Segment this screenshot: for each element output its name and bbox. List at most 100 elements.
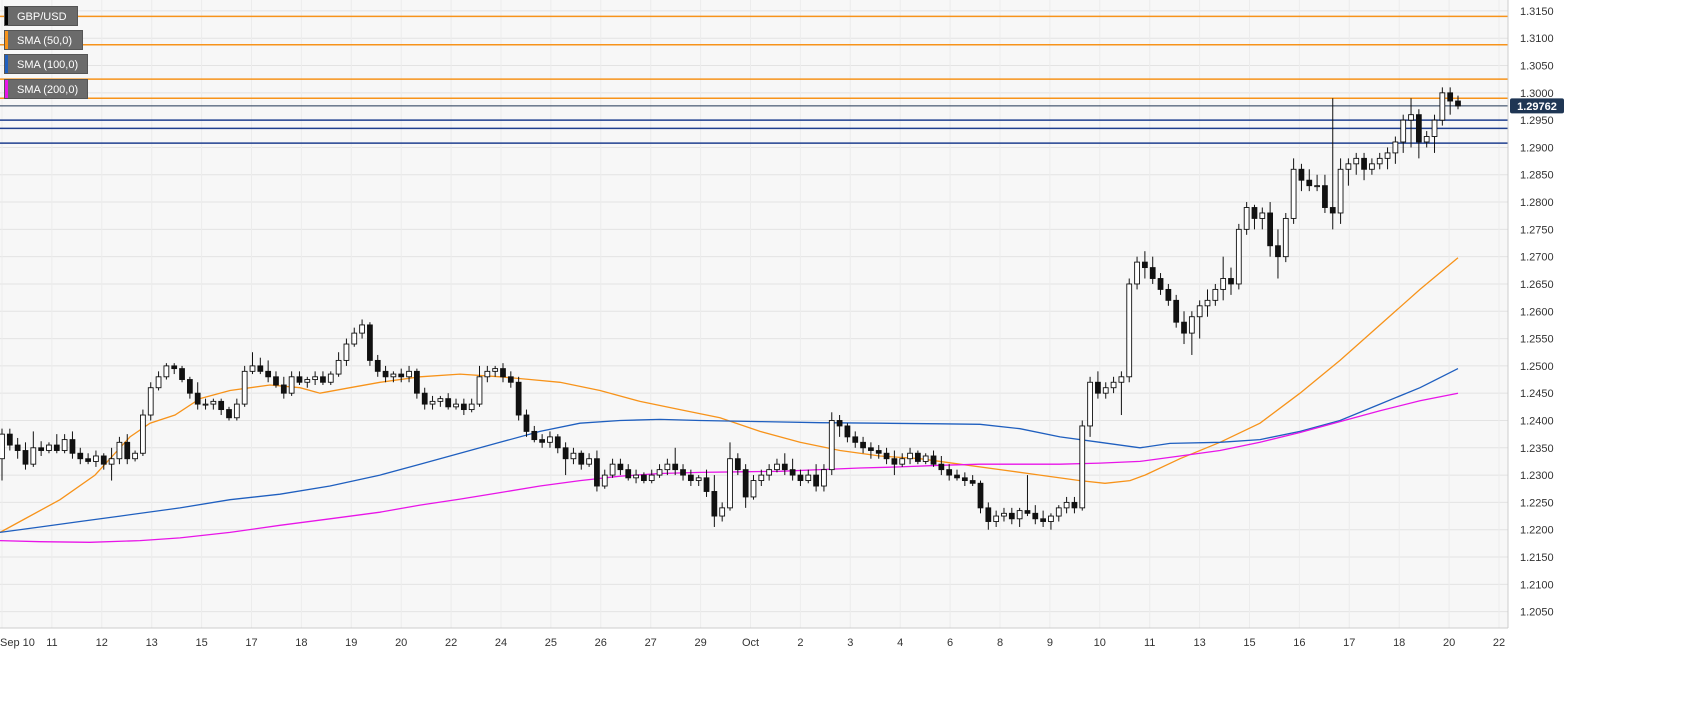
candle-body-142 <box>1110 381 1117 389</box>
candle-body-80 <box>625 469 632 479</box>
candle-body-12 <box>93 455 99 462</box>
candle-body-98 <box>766 469 773 476</box>
candle-body-137 <box>1071 501 1078 509</box>
candle-body-61 <box>476 376 483 405</box>
candle-body-99 <box>774 463 780 471</box>
candle-body-180 <box>1408 114 1414 121</box>
candle-body-143 <box>1118 376 1125 383</box>
candle-body-185 <box>1447 92 1454 102</box>
x-tick-label-11: 25 <box>545 637 557 649</box>
x-tick-label-24: 13 <box>1193 637 1205 649</box>
y-tick-label-16: 1.2850 <box>1520 170 1554 182</box>
candle-body-84 <box>656 469 663 476</box>
candle-body-31 <box>241 370 248 405</box>
x-tick-label-10: 24 <box>495 637 507 649</box>
x-tick-label-14: 29 <box>694 637 706 649</box>
candle-body-59 <box>460 403 467 411</box>
candle-body-93 <box>727 458 733 509</box>
candle-body-44 <box>343 343 350 361</box>
price-tag-background <box>1510 98 1564 114</box>
candle-body-127 <box>993 515 1000 522</box>
candle-body-88 <box>687 474 694 482</box>
legend-label-gbpusd: GBP/USD <box>17 11 67 23</box>
x-tick-label-29: 20 <box>1443 637 1455 649</box>
candle-body-114 <box>891 458 898 465</box>
candle-body-111 <box>868 447 874 451</box>
candle-body-166 <box>1298 168 1305 181</box>
candle-body-147 <box>1149 267 1156 279</box>
legend-sma200[interactable]: SMA (200,0) <box>4 79 88 99</box>
candle-body-10 <box>77 452 84 460</box>
candle-body-153 <box>1196 305 1203 318</box>
candle-body-186 <box>1455 100 1461 107</box>
legend-swatch-sma200 <box>5 80 8 98</box>
candle-body-152 <box>1188 316 1195 334</box>
candle-body-83 <box>648 474 655 482</box>
candle-body-41 <box>320 376 326 383</box>
x-tick-label-25: 15 <box>1243 637 1255 649</box>
candle-body-119 <box>930 455 937 465</box>
candle-body-70 <box>547 436 553 443</box>
candle-body-13 <box>100 455 107 465</box>
candle-body-5 <box>38 447 45 451</box>
candle-body-161 <box>1259 212 1266 219</box>
candle-body-106 <box>828 420 835 471</box>
candle-body-132 <box>1032 512 1039 520</box>
candle-body-90 <box>703 477 710 492</box>
candle-body-103 <box>805 474 812 482</box>
candle-body-33 <box>257 365 264 372</box>
candle-body-133 <box>1040 518 1046 522</box>
candle-body-96 <box>750 480 757 498</box>
legend-label-sma200: SMA (200,0) <box>17 84 79 96</box>
candle-body-0 <box>0 433 5 460</box>
candle-body-1 <box>6 433 13 446</box>
candle-body-148 <box>1157 278 1164 290</box>
candle-body-9 <box>69 439 76 454</box>
candle-body-23 <box>179 368 185 380</box>
candle-body-108 <box>844 425 851 438</box>
candle-body-4 <box>30 447 37 465</box>
candle-body-2 <box>14 444 21 451</box>
x-tick-label-5: 17 <box>245 637 257 649</box>
level-lines <box>0 15 1508 144</box>
candle-body-171 <box>1337 168 1344 214</box>
x-tick-label-6: 18 <box>295 637 307 649</box>
x-tick-label-2: 12 <box>96 637 108 649</box>
candle-body-57 <box>445 398 452 408</box>
candle-body-138 <box>1079 425 1086 509</box>
y-tick-label-2: 1.2150 <box>1520 552 1554 564</box>
candle-body-126 <box>985 507 992 522</box>
y-tick-label-7: 1.2400 <box>1520 415 1554 427</box>
candle-body-174 <box>1361 157 1367 170</box>
candle-body-51 <box>398 373 405 378</box>
candle-body-35 <box>273 376 279 386</box>
candle-body-157 <box>1228 278 1234 285</box>
candle-body-136 <box>1063 501 1070 509</box>
current-price-tag: 1.29762 <box>1510 98 1564 114</box>
candle-body-164 <box>1282 217 1289 258</box>
candle-body-89 <box>695 477 702 482</box>
candle-body-101 <box>789 469 796 476</box>
candle-body-52 <box>406 370 412 378</box>
candle-body-156 <box>1220 278 1227 290</box>
candle-body-170 <box>1329 207 1336 214</box>
candle-body-117 <box>914 452 921 462</box>
grid-layer <box>0 0 1508 628</box>
candle-body-120 <box>938 463 945 471</box>
y-tick-label-1: 1.2100 <box>1520 579 1554 591</box>
x-tick-label-27: 17 <box>1343 637 1355 649</box>
candle-body-19 <box>147 387 154 416</box>
legend-sma50[interactable]: SMA (50,0) <box>4 30 83 50</box>
candle-body-162 <box>1267 212 1274 247</box>
candle-body-87 <box>680 469 686 476</box>
x-tick-label-15: Oct <box>742 637 759 649</box>
y-tick-label-17: 1.2900 <box>1520 142 1554 154</box>
candle-body-176 <box>1376 157 1383 165</box>
candle-body-102 <box>797 474 804 482</box>
candle-body-27 <box>210 400 217 405</box>
candle-body-11 <box>85 458 91 462</box>
legend-sma100[interactable]: SMA (100,0) <box>4 54 88 74</box>
candle-body-32 <box>249 365 256 372</box>
legend-gbpusd[interactable]: GBP/USD <box>4 6 78 26</box>
